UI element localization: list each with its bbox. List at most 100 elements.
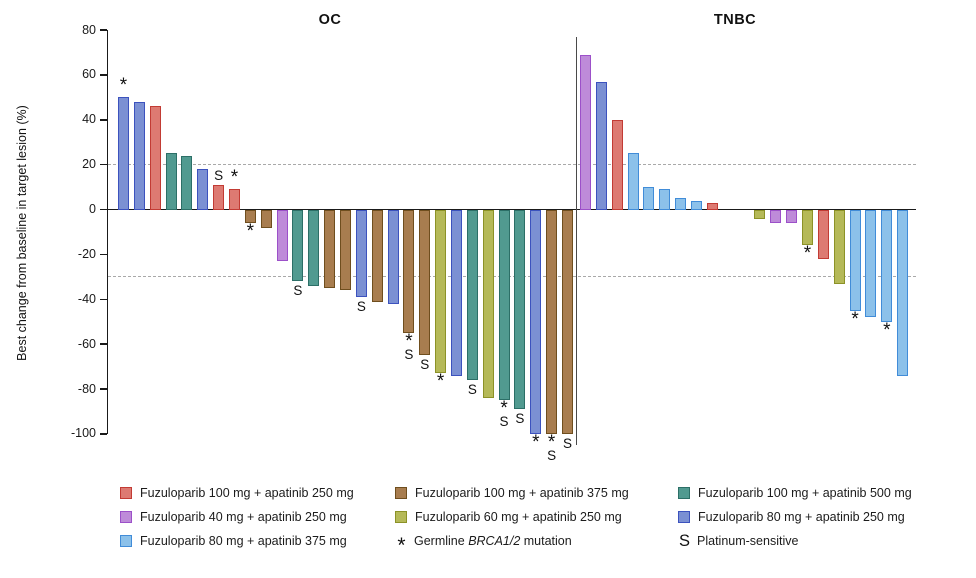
legend-swatch-fuzu80_apa250 (678, 511, 690, 523)
bar-oc-8 (228, 189, 240, 210)
legend-swatch-fuzu40_apa250 (120, 511, 132, 523)
annotation-platinum-sensitive-s: S (547, 447, 557, 463)
y-tick-label: -100 (70, 426, 96, 441)
legend-label: Fuzuloparib 80 mg + apatinib 375 mg (140, 534, 347, 548)
legend-swatch-fuzu80_apa375 (120, 535, 132, 547)
y-tick-label: -20 (77, 246, 96, 261)
reference-line-20 (108, 164, 916, 166)
legend-item: Fuzuloparib 60 mg + apatinib 250 mg (395, 505, 629, 529)
bar-oc-21 (435, 209, 447, 374)
y-tick-mark (100, 388, 107, 390)
bar-tnbc-4 (627, 153, 639, 210)
y-tick-mark (100, 208, 107, 211)
y-tick-label: 20 (82, 157, 96, 172)
bar-tnbc-10 (754, 209, 766, 219)
bar-oc-17 (371, 209, 383, 302)
bar-oc-18 (387, 209, 399, 304)
bar-tnbc-13 (801, 209, 813, 246)
annotation-platinum-sensitive-s: S (404, 346, 414, 362)
annotation-platinum-sensitive-s: S (499, 414, 509, 430)
legend-item: Fuzuloparib 100 mg + apatinib 250 mg (120, 481, 354, 505)
bar-oc-9 (244, 209, 256, 223)
legend-item: Fuzuloparib 40 mg + apatinib 250 mg (120, 505, 354, 529)
bar-oc-20 (419, 209, 431, 356)
legend-label: Fuzuloparib 80 mg + apatinib 250 mg (698, 510, 905, 524)
bar-tnbc-19 (897, 209, 909, 376)
reference-line--30 (108, 276, 916, 278)
y-axis-label: Best change from baseline in target lesi… (15, 105, 29, 361)
bar-oc-14 (324, 209, 336, 289)
bar-tnbc-14 (817, 209, 829, 259)
y-tick-mark (100, 74, 107, 76)
legend-label: Germline BRCA1/2 mutation (414, 534, 572, 548)
bar-oc-13 (308, 209, 320, 286)
y-tick-mark (100, 433, 107, 435)
group-title-tnbc: TNBC (713, 12, 757, 28)
bar-tnbc-17 (865, 209, 877, 318)
annotation-platinum-sensitive-s: S (467, 382, 477, 398)
bar-tnbc-6 (659, 189, 671, 210)
legend-item: * Germline BRCA1/2 mutation (397, 534, 572, 557)
y-tick-label: -80 (77, 381, 96, 396)
zero-baseline (108, 208, 916, 211)
annotation-platinum-sensitive-s: S (515, 411, 525, 427)
annotation-germline-brca-star: * (119, 75, 128, 97)
bar-tnbc-7 (675, 198, 687, 210)
bar-oc-5 (181, 155, 193, 210)
bar-oc-24 (482, 209, 494, 399)
annotation-germline-brca-star: * (405, 330, 413, 352)
annotation-germline-brca-star: * (500, 398, 508, 420)
y-tick-label: -60 (77, 336, 96, 351)
legend-item: S Platinum-sensitive (678, 529, 912, 553)
bar-oc-12 (292, 209, 304, 282)
bar-tnbc-15 (833, 209, 845, 284)
bar-oc-1 (118, 97, 129, 210)
legend-swatch-fuzu100_apa375 (395, 487, 407, 499)
annotation-platinum-sensitive-s: S (420, 357, 430, 373)
legend-label: Platinum-sensitive (697, 534, 799, 548)
bar-tnbc-9 (706, 202, 718, 210)
bar-oc-23 (466, 209, 478, 381)
bar-oc-7 (213, 184, 225, 210)
legend-swatch-fuzu100_apa250 (120, 487, 132, 499)
annotation-germline-brca-star: * (851, 308, 859, 330)
bar-oc-15 (339, 209, 351, 291)
bar-tnbc-2 (595, 81, 607, 210)
legend-label: Fuzuloparib 60 mg + apatinib 250 mg (415, 510, 622, 524)
legend-column-3: Fuzuloparib 100 mg + apatinib 500 mg Fuzu… (678, 481, 912, 553)
bar-tnbc-18 (881, 209, 893, 322)
annotation-germline-brca-star: * (883, 319, 891, 341)
legend-swatch-fuzu100_apa500 (678, 487, 690, 499)
group-title-oc: OC (318, 12, 342, 28)
legend-item: Fuzuloparib 100 mg + apatinib 500 mg (678, 481, 912, 505)
bar-tnbc-1 (580, 54, 591, 210)
y-tick-mark (100, 253, 107, 256)
y-tick-label: 80 (82, 22, 96, 37)
bar-oc-26 (514, 209, 526, 410)
legend-column-2: Fuzuloparib 100 mg + apatinib 375 mg Fuzu… (395, 481, 629, 557)
bar-oc-22 (450, 209, 462, 376)
bar-oc-29 (561, 209, 573, 434)
bar-tnbc-5 (643, 187, 655, 210)
bar-oc-3 (149, 106, 161, 210)
legend-label: Fuzuloparib 100 mg + apatinib 500 mg (698, 486, 912, 500)
annotation-germline-brca-star: * (436, 371, 445, 393)
legend-label: Fuzuloparib 100 mg + apatinib 250 mg (140, 486, 354, 500)
legend-column-1: Fuzuloparib 100 mg + apatinib 250 mg Fuzu… (120, 481, 354, 553)
bar-tnbc-8 (690, 200, 702, 210)
bar-oc-28 (546, 209, 558, 434)
y-axis-line (106, 30, 108, 434)
bar-oc-10 (260, 209, 272, 228)
legend-item: Fuzuloparib 100 mg + apatinib 375 mg (395, 481, 629, 505)
y-tick-mark (100, 29, 107, 31)
y-tick-label: 0 (89, 202, 96, 217)
bar-tnbc-3 (611, 119, 623, 210)
annotation-germline-brca-star: * (230, 167, 239, 189)
y-tick-label: 60 (82, 67, 96, 82)
y-tick-mark (100, 298, 107, 301)
y-tick-label: 40 (82, 112, 96, 127)
bar-oc-27 (530, 209, 542, 434)
bar-oc-16 (355, 209, 367, 298)
y-tick-label: -40 (77, 291, 96, 306)
bar-oc-6 (197, 169, 209, 210)
